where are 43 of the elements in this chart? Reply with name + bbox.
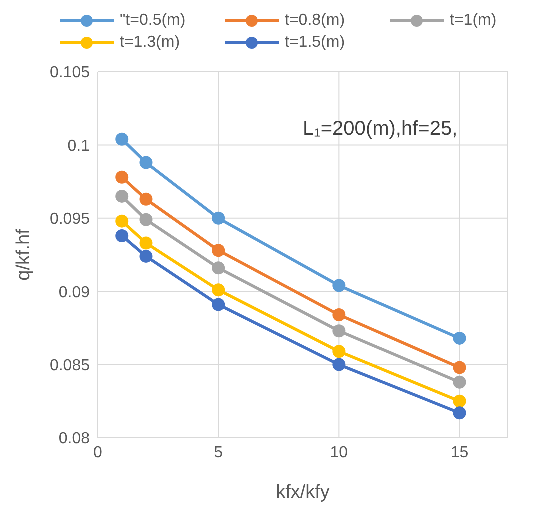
point bbox=[212, 244, 226, 258]
point bbox=[332, 279, 346, 292]
point bbox=[453, 332, 466, 345]
point bbox=[116, 170, 129, 184]
x-axis-title: kfx/kfy bbox=[276, 482, 330, 503]
y-axis-title: q/kf.hf bbox=[14, 228, 35, 281]
y-tick-label: 0.105 bbox=[50, 64, 90, 82]
point bbox=[212, 262, 226, 275]
point bbox=[453, 406, 466, 420]
x-tick-label: 10 bbox=[330, 444, 348, 462]
point bbox=[116, 214, 129, 228]
legend-label: t=1(m) bbox=[450, 12, 497, 30]
point bbox=[453, 376, 466, 389]
y-tick-label: 0.085 bbox=[50, 357, 90, 374]
point bbox=[140, 250, 153, 263]
annotation: L₁=200(m),hf=25, bbox=[303, 118, 458, 141]
point bbox=[453, 394, 466, 408]
point bbox=[140, 213, 153, 226]
y-tick-label: 0.1 bbox=[68, 138, 90, 155]
point bbox=[140, 236, 153, 250]
point bbox=[332, 358, 346, 372]
point bbox=[140, 192, 153, 206]
point bbox=[212, 284, 226, 297]
point bbox=[453, 361, 466, 374]
x-tick-label: 15 bbox=[450, 444, 469, 462]
legend-label: t=0.8(m) bbox=[285, 12, 346, 30]
legend-label: "t=0.5(m) bbox=[120, 12, 186, 30]
point bbox=[332, 345, 346, 358]
point bbox=[332, 308, 346, 322]
legend-label: t=1.5(m) bbox=[285, 34, 346, 52]
point bbox=[332, 324, 346, 338]
point bbox=[212, 212, 226, 225]
y-tick-label: 0.08 bbox=[58, 430, 90, 448]
point bbox=[140, 156, 153, 170]
point bbox=[116, 229, 129, 242]
legend-label: t=1.3(m) bbox=[120, 34, 180, 52]
x-tick-label: 0 bbox=[94, 444, 103, 462]
x-tick-label: 5 bbox=[214, 444, 224, 462]
y-tick-label: 0.09 bbox=[58, 284, 90, 302]
point bbox=[116, 190, 129, 203]
y-tick-label: 0.095 bbox=[50, 211, 90, 228]
point bbox=[116, 132, 129, 146]
point bbox=[212, 298, 226, 312]
